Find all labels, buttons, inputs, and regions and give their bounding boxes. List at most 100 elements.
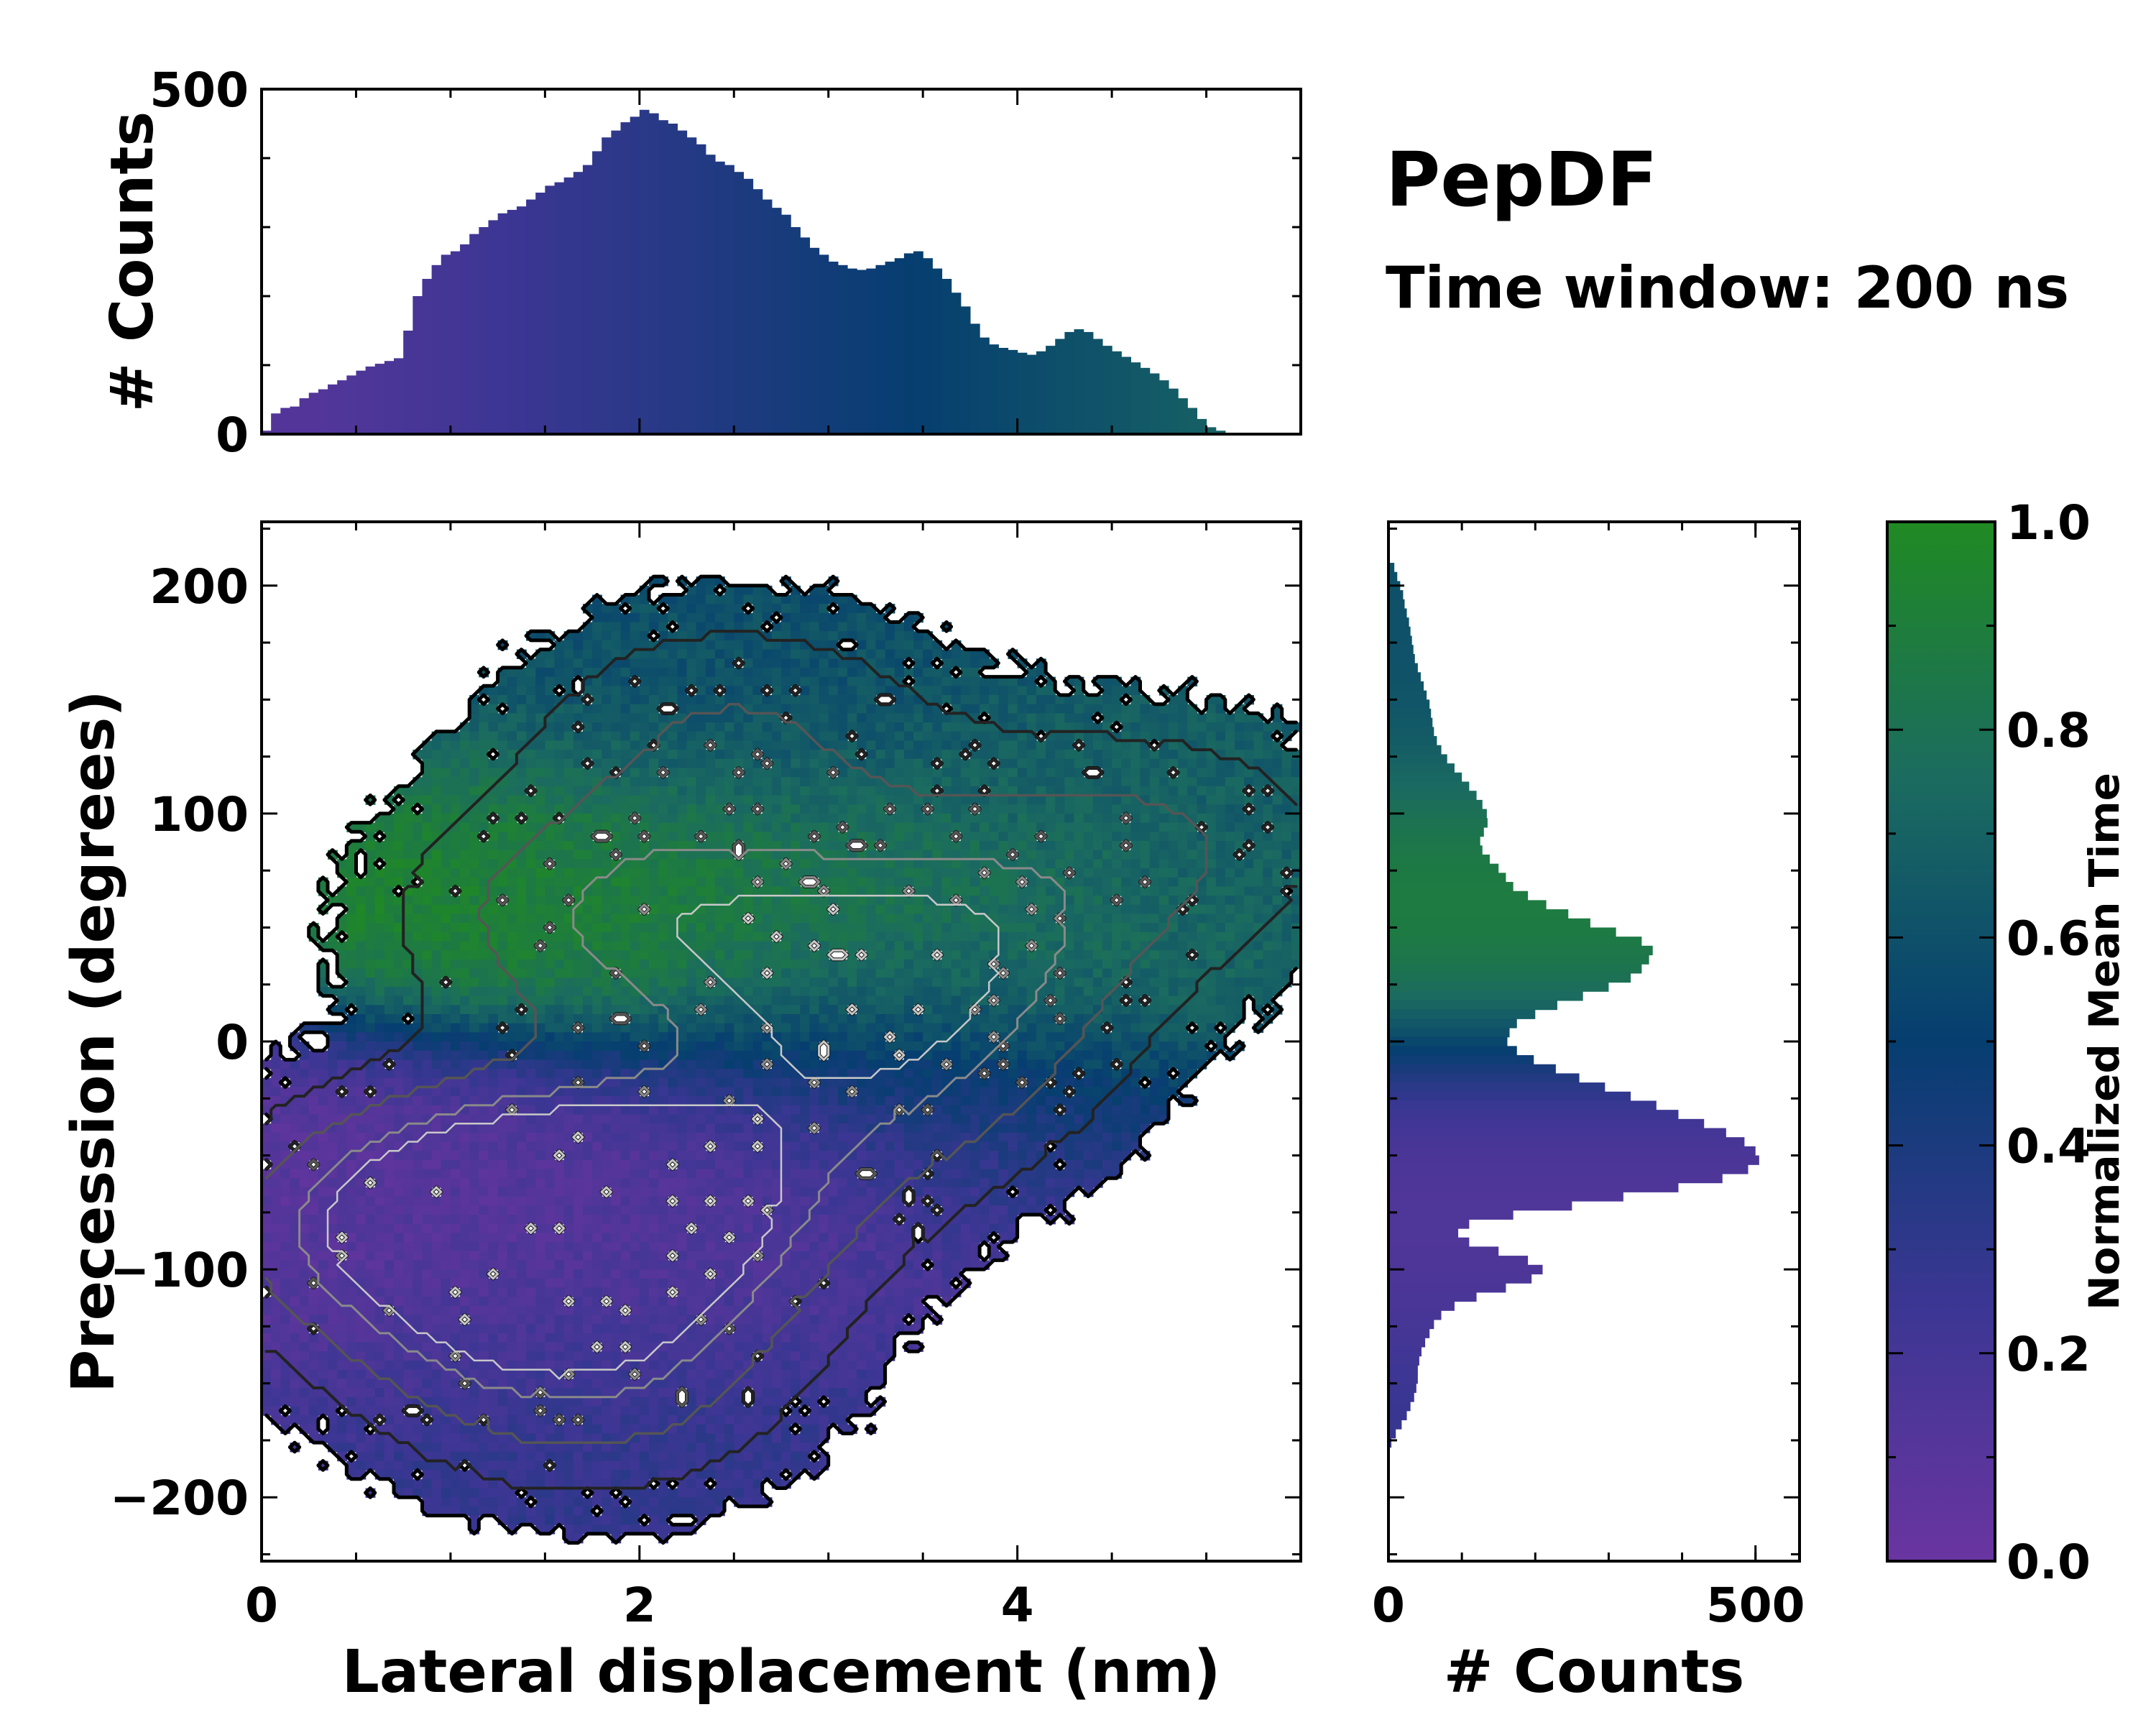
heatmap-cell xyxy=(554,750,565,760)
heatmap-cell xyxy=(441,1032,451,1042)
heatmap-cell xyxy=(1036,1096,1046,1106)
heatmap-cell xyxy=(394,822,404,832)
heatmap-cell xyxy=(762,594,773,604)
heatmap-cell xyxy=(875,859,886,869)
heatmap-cell xyxy=(630,686,640,696)
heatmap-cell xyxy=(837,1096,848,1106)
heatmap-cell xyxy=(535,1059,546,1070)
heatmap-cell xyxy=(648,959,659,970)
heatmap-cell xyxy=(969,859,980,869)
heatmap-cell xyxy=(507,704,517,714)
heatmap-cell xyxy=(1168,713,1179,723)
heatmap-cell xyxy=(1092,950,1103,960)
heatmap-cell xyxy=(932,1041,943,1052)
heatmap-cell xyxy=(837,1050,848,1061)
top-histogram-bar xyxy=(1102,346,1112,434)
heatmap-cell xyxy=(847,804,857,814)
heatmap-cell xyxy=(1092,914,1103,924)
heatmap-cell xyxy=(1102,959,1112,970)
heatmap-cell xyxy=(1083,804,1094,814)
heatmap-cell xyxy=(1158,886,1169,896)
heatmap-cell xyxy=(847,877,857,888)
heatmap-cell xyxy=(705,868,716,878)
heatmap-cell xyxy=(507,877,517,888)
heatmap-cell xyxy=(828,722,839,732)
heatmap-cell xyxy=(837,695,848,705)
heatmap-cell xyxy=(1026,1023,1037,1034)
heatmap-cell xyxy=(1149,850,1160,860)
heatmap-cell xyxy=(1168,968,1179,978)
heatmap-cell xyxy=(1197,722,1207,732)
heatmap-cell xyxy=(714,1087,725,1097)
heatmap-cell xyxy=(686,822,697,832)
heatmap-cell xyxy=(771,1077,782,1088)
heatmap-cell xyxy=(941,667,952,678)
heatmap-cell xyxy=(1130,777,1141,787)
heatmap-cell xyxy=(611,704,622,714)
heatmap-cell xyxy=(630,722,640,732)
heatmap-cell xyxy=(1112,822,1122,832)
heatmap-cell xyxy=(1102,750,1112,760)
heatmap-cell xyxy=(913,740,923,750)
heatmap-cell xyxy=(809,859,820,869)
heatmap-cell xyxy=(923,877,934,888)
heatmap-cell xyxy=(1140,758,1151,769)
heatmap-cell xyxy=(894,695,905,705)
heatmap-cell xyxy=(1263,941,1273,951)
heatmap-cell xyxy=(497,713,508,723)
heatmap-cell xyxy=(847,896,857,906)
heatmap-cell xyxy=(762,640,773,650)
heatmap-cell xyxy=(1206,923,1217,933)
heatmap-cell xyxy=(545,1069,556,1079)
heatmap-cell xyxy=(941,968,952,978)
heatmap-cell xyxy=(384,959,395,970)
heatmap-cell xyxy=(422,750,433,760)
heatmap-cell xyxy=(1112,1032,1122,1042)
heatmap-cell xyxy=(913,868,923,878)
heatmap-cell xyxy=(941,840,952,851)
heatmap-cell xyxy=(791,594,801,604)
heatmap-cell xyxy=(743,959,754,970)
heatmap-cell xyxy=(1064,886,1075,896)
heatmap-cell xyxy=(668,731,678,742)
heatmap-cell xyxy=(781,758,791,769)
heatmap-cell xyxy=(1225,932,1235,942)
heatmap-cell xyxy=(1225,868,1235,878)
heatmap-cell xyxy=(639,631,650,641)
heatmap-cell xyxy=(365,1032,376,1042)
heatmap-cell xyxy=(980,1087,990,1097)
heatmap-cell xyxy=(932,649,943,659)
heatmap-cell xyxy=(479,1069,489,1079)
heatmap-cell xyxy=(781,877,791,888)
heatmap-cell xyxy=(639,868,650,878)
heatmap-cell xyxy=(611,695,622,705)
heatmap-cell xyxy=(1055,768,1066,778)
heatmap-cell xyxy=(781,995,791,1006)
heatmap-cell xyxy=(980,768,990,778)
heatmap-cell xyxy=(1158,868,1169,878)
heatmap-cell xyxy=(630,795,640,805)
heatmap-cell xyxy=(791,813,801,824)
heatmap-cell xyxy=(771,640,782,650)
heatmap-cell xyxy=(573,950,584,960)
heatmap-cell xyxy=(913,1069,923,1079)
heatmap-cell xyxy=(980,978,990,988)
heatmap-cell xyxy=(951,914,962,924)
heatmap-cell xyxy=(1026,1005,1037,1015)
heatmap-cell xyxy=(724,923,734,933)
heatmap-cell xyxy=(677,868,688,878)
heatmap-cell xyxy=(1026,1041,1037,1052)
heatmap-cell xyxy=(885,704,895,714)
heatmap-cell xyxy=(573,1041,584,1052)
heatmap-cell xyxy=(648,850,659,860)
heatmap-cell xyxy=(714,1013,725,1024)
heatmap-cell xyxy=(554,795,565,805)
heatmap-cell xyxy=(1149,804,1160,814)
heatmap-cell xyxy=(1046,740,1056,750)
heatmap-cell xyxy=(573,750,584,760)
heatmap-cell xyxy=(894,840,905,851)
heatmap-cell xyxy=(828,986,839,997)
heatmap-cell xyxy=(384,978,395,988)
heatmap-cell xyxy=(630,886,640,896)
heatmap-cell xyxy=(903,978,914,988)
